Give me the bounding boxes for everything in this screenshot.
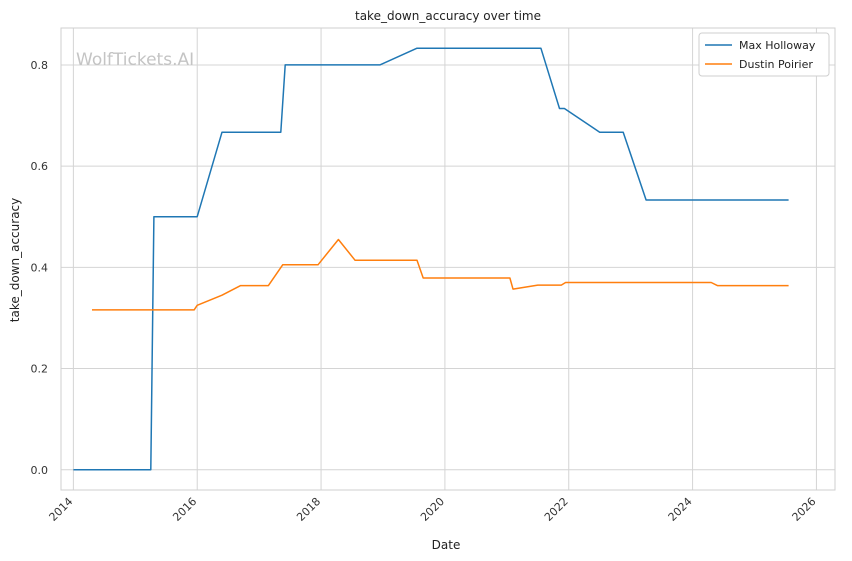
y-axis-ticks: 0.0 0.2 0.4 0.6 0.8 xyxy=(31,59,49,477)
y-axis-label: take_down_accuracy xyxy=(8,198,22,322)
x-tick-label: 2014 xyxy=(47,495,76,524)
x-tick-label: 2024 xyxy=(666,495,695,524)
y-tick-label: 0.4 xyxy=(31,261,49,274)
y-tick-label: 0.0 xyxy=(31,464,49,477)
x-tick-label: 2026 xyxy=(790,495,819,524)
x-tick-label: 2016 xyxy=(170,495,199,524)
y-tick-label: 0.8 xyxy=(31,59,49,72)
legend: Max Holloway Dustin Poirier xyxy=(698,32,830,77)
x-axis-label: Date xyxy=(432,538,461,552)
chart-title: take_down_accuracy over time xyxy=(355,9,541,23)
y-tick-label: 0.2 xyxy=(31,363,49,376)
y-tick-label: 0.6 xyxy=(31,160,49,173)
grid xyxy=(61,28,835,490)
legend-box xyxy=(698,32,830,77)
series-lines xyxy=(73,47,789,471)
plot-frame xyxy=(60,27,836,491)
legend-label-dustin-poirier: Dustin Poirier xyxy=(739,58,813,71)
watermark: WolfTickets.AI xyxy=(76,50,194,70)
series-line-dustin-poirier xyxy=(92,238,789,311)
x-tick-label: 2020 xyxy=(418,495,447,524)
x-tick-label: 2022 xyxy=(542,495,571,524)
series-line-max-holloway xyxy=(73,47,789,471)
x-axis-ticks: 2014 2016 2018 2020 2022 2024 2026 xyxy=(47,495,819,524)
legend-label-max-holloway: Max Holloway xyxy=(739,39,816,52)
x-tick-label: 2018 xyxy=(294,495,323,524)
